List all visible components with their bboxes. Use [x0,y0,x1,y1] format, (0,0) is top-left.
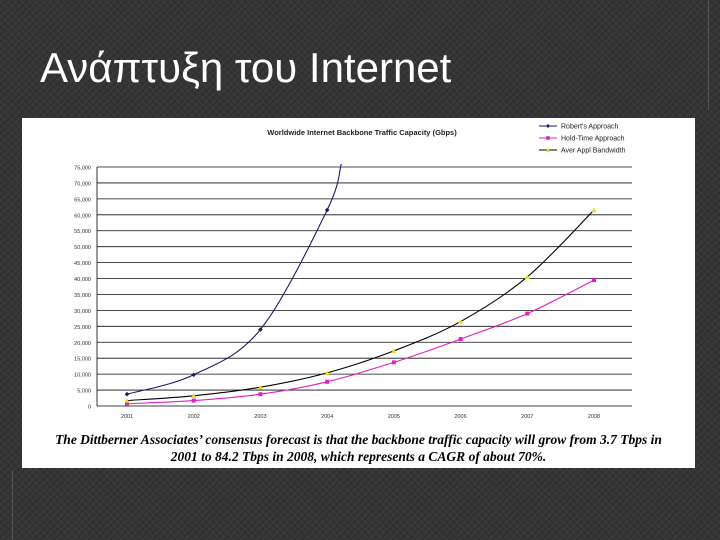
series-aver-appl-bandwidth-point [257,384,263,390]
y-tick-label: 5,000 [77,389,91,395]
y-tick-label: 20,000 [74,341,91,347]
chart-panel: Worldwide Internet Backbone Traffic Capa… [22,118,695,468]
y-tick-label: 60,000 [74,213,91,219]
x-tick-label: 2003 [254,414,266,420]
y-tick-label: 65,000 [74,197,91,203]
series-aver-appl-bandwidth-point [391,348,397,353]
series-aver-appl-bandwidth-line [126,209,595,402]
x-tick-label: 2008 [588,414,600,420]
legend-label: Robert's Approach [561,124,618,131]
series-aver-appl-bandwidth-point [124,398,130,403]
series-hold-time-approach-point [258,392,263,397]
series-hold-time-approach-point [592,278,596,283]
x-tick-label: 2006 [454,414,466,420]
slide-title: Ανάπτυξη του Internet [40,44,452,91]
y-tick-label: 40,000 [74,277,91,283]
y-tick-label: 55,000 [74,229,91,235]
x-tick-label: 2005 [388,414,400,420]
x-tick-label: 2002 [188,414,200,420]
x-tick-label: 2004 [321,414,333,420]
y-tick-label: 0 [88,405,91,411]
caption-line-2: 2001 to 84.2 Tbps in 2008, which represe… [170,449,547,464]
series-roberts-approach-point [324,207,330,213]
x-tick-label: 2007 [521,414,533,420]
series-roberts-approach-point [191,372,197,378]
chart-title: Worldwide Internet Backbone Traffic Capa… [267,128,457,137]
series-hold-time-approach-point [325,379,330,384]
y-tick-label: 45,000 [74,261,91,267]
series-aver-appl-bandwidth-point [591,207,597,213]
series-hold-time-approach-point [191,398,196,403]
y-tick-label: 25,000 [74,325,91,331]
legend-marker [545,147,551,152]
caption-line-1: The Dittberner Associates’ consensus for… [55,432,662,447]
series-hold-time-approach-point [525,311,530,316]
y-tick-label: 10,000 [74,373,91,379]
series-aver-appl-bandwidth-point [524,274,530,279]
legend-label: Hold-Time Approach [561,136,625,143]
series-roberts-approach-point [124,391,130,397]
y-tick-label: 70,000 [74,181,91,187]
series-hold-time-approach-point [125,401,129,406]
chart-caption: The Dittberner Associates’ consensus for… [22,431,695,465]
decorative-line-bottom-left [12,470,13,540]
series-hold-time-approach-point [391,360,396,365]
decorative-line-top-right [708,0,709,110]
y-tick-label: 50,000 [74,245,91,251]
y-tick-label: 75,000 [74,166,91,172]
y-tick-label: 30,000 [74,309,91,315]
series-aver-appl-bandwidth-point [458,319,464,324]
x-tick-label: 2001 [121,414,133,420]
legend-label: Aver Appl Bandwidth [561,148,626,155]
series-roberts-approach-point [258,327,263,332]
legend-marker [546,124,550,128]
series-hold-time-approach-point [458,337,463,342]
line-chart: Worldwide Internet Backbone Traffic Capa… [74,124,632,420]
y-tick-label: 15,000 [74,357,91,363]
series-aver-appl-bandwidth-point [324,370,330,375]
series-aver-appl-bandwidth-point [191,393,197,398]
y-tick-label: 35,000 [74,293,91,299]
legend-marker [546,136,550,140]
series-hold-time-approach-line [126,279,595,405]
